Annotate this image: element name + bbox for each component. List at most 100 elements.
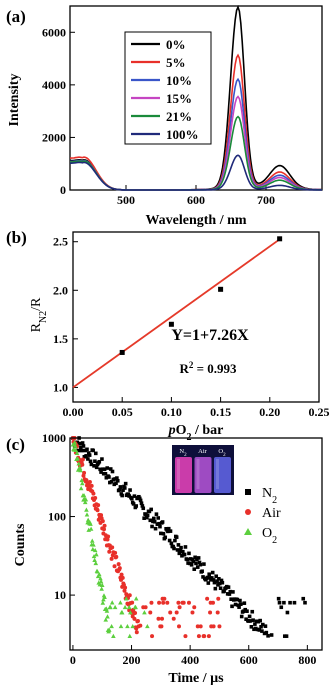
panel-c-inset-vial <box>175 457 192 493</box>
panel-c-point-n2 <box>207 572 211 577</box>
panel-c-point-air <box>211 624 216 629</box>
panel-c-point-n2 <box>121 488 125 493</box>
panel-c-point-air <box>176 600 181 605</box>
panel-b-x-axis-label: pO2 / bar <box>168 423 224 443</box>
panel-c-point-n2 <box>126 492 131 496</box>
panel-c-point-n2 <box>292 600 297 605</box>
panel-c-point-o2 <box>112 604 118 610</box>
panel-c-point-air <box>123 585 128 590</box>
panel-c-point-air <box>105 537 110 542</box>
panel-c-point-air <box>138 623 143 628</box>
panel-c-point-o2 <box>81 493 87 498</box>
panel-c-point-air <box>120 575 125 580</box>
panel-c-point-n2 <box>105 466 110 470</box>
panel-a-y-axis-label: Intensity <box>7 74 22 127</box>
panel-c-point-air <box>102 523 107 528</box>
panel-c-point-o2 <box>95 569 100 574</box>
panel-c-point-air <box>198 624 203 629</box>
panel-c-point-n2 <box>86 451 91 455</box>
panel-a-x-tick-label: 600 <box>187 193 205 207</box>
panel-c-point-n2 <box>93 451 98 456</box>
panel-c-point-o2 <box>106 627 112 632</box>
panel-b-x-tick-label: 0.20 <box>259 405 280 419</box>
panel-c-point-air <box>99 513 104 518</box>
panel-c-point-n2 <box>237 605 241 609</box>
panel-c-point-o2 <box>123 596 129 601</box>
panel-c-inset-label: O2 <box>218 448 226 458</box>
panel-c-point-air <box>89 483 94 488</box>
panel-c-point-o2 <box>92 557 97 562</box>
panel-a-y-tick-label: 4000 <box>42 78 66 92</box>
panel-c-point-o2 <box>118 623 124 629</box>
panel-c-point-n2 <box>130 496 134 501</box>
panel-c-x-axis-label: Time / µs <box>168 671 224 686</box>
panel-c-point-n2 <box>238 598 242 603</box>
panel-c-point-n2 <box>109 479 114 484</box>
panel-c-legend-marker-o2 <box>244 528 252 535</box>
panel-c-point-air <box>116 562 121 567</box>
panel-c-point-n2 <box>107 475 111 479</box>
panel-c-point-air <box>127 593 132 598</box>
panel-c-point-air <box>160 616 165 621</box>
panel-c-point-air <box>143 605 148 610</box>
panel-c-point-air <box>159 624 164 629</box>
panel-c-point-air <box>148 610 153 615</box>
panel-c-point-o2 <box>82 499 88 505</box>
panel-c-point-n2 <box>284 634 289 638</box>
panel-c-point-n2 <box>166 526 171 531</box>
panel-c-point-n2 <box>213 586 218 591</box>
panel-b-y-ticks: 1.0 1.5 2.0 2.5 <box>53 235 78 394</box>
panel-c-point-n2 <box>150 524 154 529</box>
panel-a-series-lines <box>69 4 323 191</box>
panel-c-inset-vial-highlight <box>216 459 219 489</box>
panel-c-point-air <box>135 619 140 624</box>
panel-c-point-n2 <box>236 603 240 608</box>
panel-c-point-n2 <box>197 560 202 565</box>
panel-c-point-n2 <box>231 590 235 594</box>
panel-c-inset-label: Air <box>198 448 208 455</box>
panel-b-y-tick-label: 1.0 <box>53 380 68 394</box>
panel-c-point-n2 <box>158 524 162 529</box>
panel-c-point-n2 <box>169 541 174 546</box>
panel-c-point-o2 <box>88 526 94 531</box>
panel-b-plot-frame <box>72 231 320 403</box>
panel-a-legend-label: 10% <box>166 73 192 88</box>
panel-c-point-n2 <box>276 596 281 601</box>
panel-c-point-o2 <box>75 456 80 461</box>
panel-c-point-n2 <box>123 481 128 486</box>
panel-c-point-air <box>156 616 161 621</box>
panel-b-y-axis-label: RN2/R <box>29 297 49 332</box>
panel-c-inset-vial <box>194 457 212 493</box>
panel-c-point-n2 <box>142 516 146 520</box>
panel-c-x-tick-label: 800 <box>298 653 316 667</box>
panel-c-point-o2 <box>85 517 91 522</box>
panel-b-x-tick-label: 0.00 <box>63 405 84 419</box>
panel-c-point-n2 <box>100 457 104 461</box>
panel-c-point-n2 <box>86 457 90 461</box>
panel-c-point-n2 <box>114 481 118 486</box>
panel-b-fit-line-path <box>72 238 281 389</box>
panel-c-point-n2 <box>122 486 127 490</box>
panel-c-point-n2 <box>185 557 190 562</box>
panel-c-point-n2 <box>261 622 265 627</box>
panel-c-point-n2 <box>288 600 292 605</box>
panel-c-point-n2 <box>173 538 177 543</box>
panel-c-point-air <box>196 634 201 639</box>
panel-c-point-n2 <box>157 521 161 526</box>
panel-c-point-n2 <box>167 538 172 543</box>
panel-c-point-n2 <box>245 609 249 613</box>
panel-c-point-o2 <box>72 443 78 448</box>
panel-c-point-n2 <box>239 602 243 606</box>
panel-c-legend-label: N2 <box>262 486 277 506</box>
panel-c-point-air <box>107 549 112 554</box>
panel-c-point-air <box>186 600 191 605</box>
panel-c-point-air <box>210 600 215 605</box>
panel-a-y-ticks: 0 2000 4000 6000 <box>42 25 75 197</box>
panel-b-fit-equation: Y=1+7.26X <box>171 327 249 344</box>
panel-b-label: (b) <box>6 228 27 247</box>
panel-a-legend-label: 21% <box>166 109 192 124</box>
panel-c-point-air <box>101 527 106 532</box>
panel-c-point-n2 <box>132 494 137 498</box>
panel-c-point-n2 <box>137 496 142 501</box>
